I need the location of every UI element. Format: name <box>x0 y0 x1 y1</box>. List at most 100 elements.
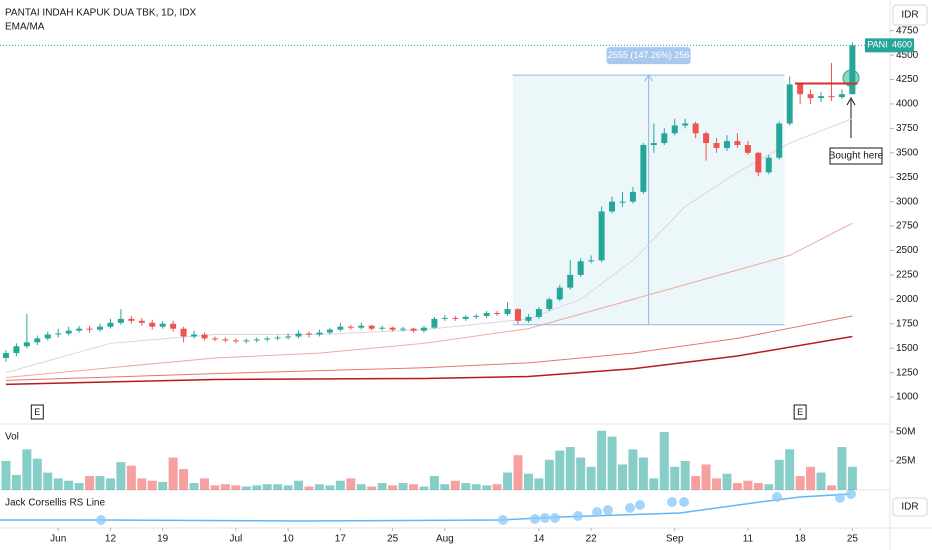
earnings-label: E <box>797 407 803 417</box>
volume-bar <box>638 457 648 490</box>
symbol-tag <box>865 38 890 53</box>
volume-bar <box>85 476 95 490</box>
candle-body <box>243 340 250 342</box>
x-tick-label: Sep <box>666 534 684 545</box>
candle-body <box>525 316 532 321</box>
candle-body <box>692 123 699 134</box>
price-tag-text: 4600 <box>892 40 912 50</box>
x-tick-label: 17 <box>335 534 347 545</box>
volume-bar <box>314 484 324 490</box>
y-tick-label: 2750 <box>896 221 919 232</box>
volume-bar <box>116 462 126 490</box>
volume-bar <box>680 460 690 490</box>
volume-bar <box>753 483 763 490</box>
volume-bar <box>262 484 272 490</box>
candle-body <box>661 133 668 144</box>
candle-body <box>65 330 72 334</box>
volume-bar <box>659 431 669 490</box>
volume-bar <box>200 478 210 490</box>
measure-label-box <box>606 47 691 65</box>
ma-line <box>5 222 853 379</box>
y-tick-label: 50M <box>896 427 915 438</box>
volume-bar <box>95 476 105 490</box>
volume-bar <box>649 478 659 490</box>
volume-bar <box>189 483 199 490</box>
y-tick-label: 1250 <box>896 367 919 378</box>
symbol-tag-text: PANI <box>867 40 887 50</box>
candle-body <box>128 318 135 321</box>
candle-body <box>34 338 41 343</box>
volume-bar <box>252 485 262 490</box>
candle-body <box>400 328 407 330</box>
volume-bar <box>220 484 230 490</box>
candle-body <box>431 318 438 328</box>
candle-body <box>462 316 469 319</box>
volume-bar <box>617 464 627 490</box>
volume-bar <box>388 485 398 490</box>
candle-body <box>23 342 30 347</box>
volume-bar <box>356 484 366 490</box>
volume-bar <box>806 466 816 490</box>
candle-body <box>201 334 208 339</box>
volume-bar <box>586 466 596 490</box>
candle-body <box>828 96 835 98</box>
candle-body <box>159 323 166 327</box>
x-tick-label: 22 <box>586 534 598 545</box>
candle-body <box>222 339 229 341</box>
volume-bar <box>607 436 617 490</box>
candle-body <box>389 327 396 330</box>
currency-button[interactable] <box>892 4 928 26</box>
candle-body <box>671 125 678 134</box>
candle-body <box>765 157 772 173</box>
volume-bar <box>471 484 481 490</box>
volume-bar <box>743 480 753 490</box>
x-tick-label: Aug <box>436 534 454 545</box>
currency-button[interactable] <box>892 497 928 517</box>
candle-body <box>264 338 271 340</box>
volume-label: Vol <box>5 432 19 443</box>
volume-bar <box>32 458 42 490</box>
candle-body <box>619 201 626 203</box>
volume-bar <box>534 478 544 490</box>
y-tick-label: 25M <box>896 456 915 467</box>
candle-body <box>797 84 804 95</box>
candle-body <box>107 322 114 327</box>
annotation-box <box>829 147 883 165</box>
volume-bar <box>137 478 147 490</box>
volume-bar <box>11 474 21 490</box>
volume-bar <box>597 430 607 490</box>
candle-body <box>232 340 239 342</box>
currency-label: IDR <box>901 10 918 21</box>
candle-body <box>316 332 323 335</box>
candle-body <box>358 325 365 328</box>
candle-body <box>368 325 375 329</box>
volume-bar <box>304 486 314 490</box>
candle-body <box>170 323 177 329</box>
volume-bar <box>22 449 32 490</box>
volume-bar <box>826 485 836 490</box>
candle-body <box>2 353 9 358</box>
candle-body <box>97 326 104 330</box>
candle-body <box>138 320 145 323</box>
volume-bar <box>294 480 304 490</box>
candle-body <box>441 317 448 319</box>
volume-bar <box>377 483 387 490</box>
volume-bar <box>712 478 722 490</box>
price-tag <box>890 38 914 53</box>
volume-bar <box>722 473 732 490</box>
candle-body <box>598 211 605 261</box>
volume-bar <box>74 483 84 490</box>
volume-bar <box>179 469 189 490</box>
y-tick-label: 2500 <box>896 245 919 256</box>
volume-bar <box>126 465 136 490</box>
volume-bar <box>335 480 345 490</box>
candle-body <box>504 309 511 315</box>
candle-body <box>514 309 521 321</box>
x-tick-label: 12 <box>105 534 117 545</box>
candle-body <box>44 334 51 339</box>
volume-bar <box>273 484 283 490</box>
volume-bar <box>764 484 774 490</box>
annotation-text: Bought here <box>829 151 884 162</box>
candle-body <box>483 313 490 316</box>
candle-body <box>191 334 198 337</box>
